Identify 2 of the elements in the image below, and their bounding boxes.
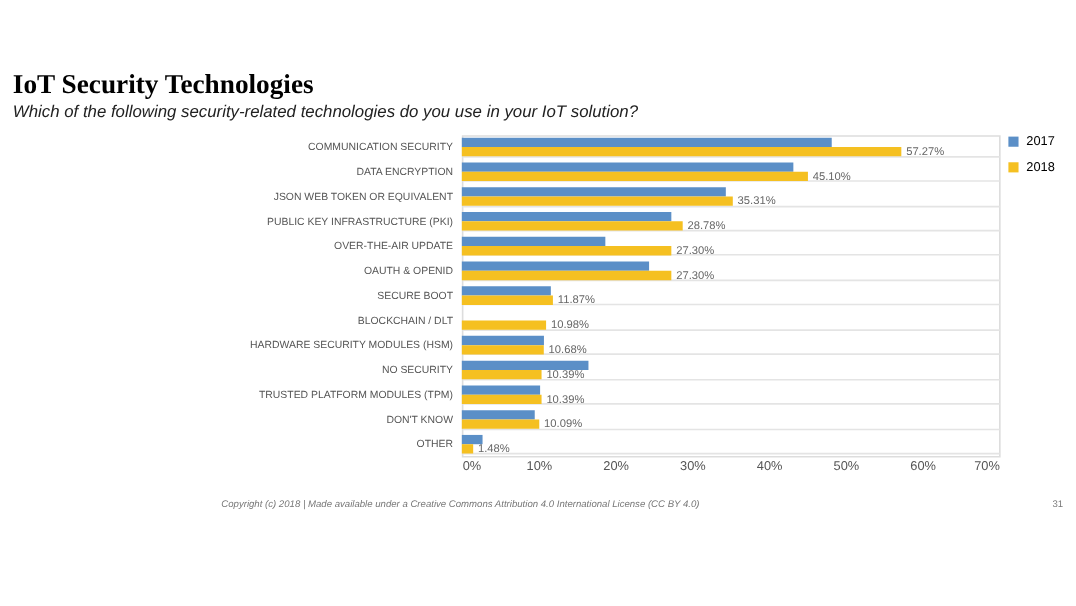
chart-subtitle: Which of the following security-related technologies do you use in your IoT solution? <box>12 100 639 121</box>
text: IoT Security Technologies <box>12 68 314 99</box>
